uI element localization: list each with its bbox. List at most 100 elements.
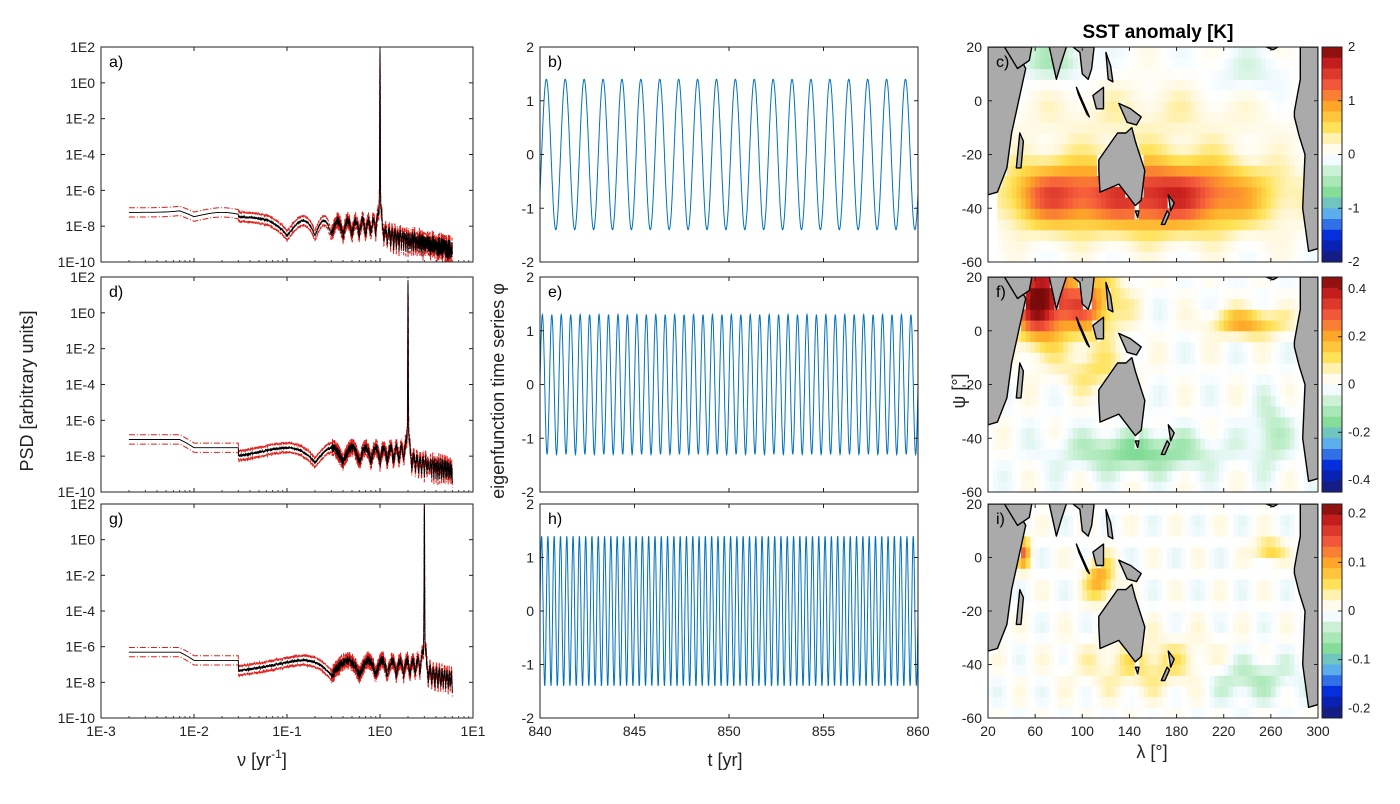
panel-i-field-cell	[1219, 653, 1225, 666]
panel-c-field-cell	[1176, 57, 1182, 70]
panel-f-field-cell	[1181, 277, 1187, 289]
panel-c-field-cell	[1105, 90, 1112, 102]
panel-c-field-cell	[1138, 240, 1145, 252]
panel-c-field-cell	[1266, 122, 1272, 134]
panel-a-y-tick-label: 1E-4	[65, 147, 95, 163]
panel-i-field-cell	[1242, 611, 1248, 623]
panel-f-field-cell	[1171, 352, 1178, 364]
panel-i-field-cell	[1242, 707, 1248, 718]
panel-c-field-cell	[1153, 165, 1159, 177]
panel-i-field-cell	[1049, 664, 1055, 676]
panel-i-field-cell	[1082, 675, 1088, 687]
panel-i-field-cell	[1082, 696, 1088, 708]
panel-f-field-cell	[1091, 352, 1097, 364]
panel-i-field-cell	[1204, 696, 1211, 708]
panel-c-field-cell	[1237, 143, 1244, 156]
panel-f-field-cell	[1049, 309, 1055, 321]
panel-f-field-cell	[1063, 449, 1069, 461]
panel-i-field-cell	[1129, 685, 1135, 698]
panel-f-field-cell	[1237, 427, 1244, 439]
panel-f-field-cell	[1285, 341, 1291, 353]
panel-c-field-cell	[1181, 90, 1187, 102]
panel-c-field-cell	[1044, 176, 1050, 188]
panel-f-field-cell	[1021, 384, 1027, 396]
panel-f-field-cell	[1082, 320, 1088, 332]
panel-f-field-cell	[1275, 352, 1281, 364]
panel-i-field-cell	[1077, 643, 1083, 655]
panel-i-field-cell	[1035, 568, 1041, 580]
panel-i-field-cell	[1270, 557, 1277, 569]
panel-c-field-cell	[1186, 47, 1192, 59]
panel-i-field-cell	[1242, 504, 1248, 516]
panel-i-field-cell	[1021, 643, 1027, 655]
panel-i-field-cell	[1186, 525, 1192, 537]
panel-c-field-cell	[1091, 186, 1097, 199]
panel-f-field-cell	[1285, 298, 1291, 310]
panel-i-field-cell	[1025, 632, 1031, 644]
panel-c-field-cell	[1110, 57, 1116, 70]
panel-i-field-cell	[1228, 621, 1234, 633]
panel-f-field-cell	[1190, 438, 1196, 450]
panel-i-field-cell	[1157, 696, 1163, 708]
panel-f-field-cell	[1049, 427, 1055, 439]
panel-f-field-cell	[1063, 287, 1069, 300]
panel-c-field-cell	[1219, 229, 1225, 242]
panel-c-field-cell	[1110, 111, 1116, 123]
panel-c-field-cell	[1256, 165, 1262, 177]
panel-c-field-cell	[1195, 122, 1201, 134]
panel-f-field-cell	[1209, 395, 1215, 407]
panel-c-field-cell	[1209, 111, 1215, 123]
panel-c-field-cell	[1256, 219, 1262, 231]
panel-c-field-cell	[1101, 57, 1107, 70]
panel-i-field-cell	[1247, 707, 1253, 718]
panel-f-field-cell	[1153, 438, 1159, 450]
panel-i-field-cell	[1171, 557, 1178, 569]
panel-f-field-cell	[1124, 298, 1130, 310]
panel-f-field-cell	[1176, 330, 1182, 343]
panel-i-field-cell	[1058, 653, 1064, 666]
panel-i-field-cell	[1049, 611, 1055, 623]
panel-c-field-cell	[1219, 251, 1225, 262]
panel-i-field-cell	[1280, 675, 1286, 687]
panel-i-field-cell	[1209, 696, 1215, 708]
panel-c-colorbar-segment	[1322, 154, 1342, 166]
panel-i-field-cell	[1270, 600, 1277, 612]
panel-f-field-cell	[1148, 320, 1154, 332]
panel-i-field-cell	[1049, 589, 1055, 601]
panel-c-field-cell	[1228, 100, 1234, 113]
panel-c-colorbar-tick-label: -1	[1348, 200, 1360, 215]
panel-i-field-cell	[1025, 589, 1031, 601]
panel-i-field-cell	[1068, 568, 1074, 580]
panel-f-field-cell	[1068, 481, 1074, 492]
panel-c-field-cell	[1190, 90, 1196, 102]
panel-c-field-cell	[1096, 79, 1102, 91]
panel-c-field-cell	[1270, 90, 1277, 102]
panel-f-field-cell	[1247, 384, 1253, 396]
panel-c-field-cell	[1195, 208, 1201, 220]
panel-c-field-cell	[1219, 111, 1225, 123]
panel-i-field-cell	[1044, 600, 1050, 612]
panel-f-field-cell	[1294, 384, 1300, 396]
panel-i-field-cell	[1289, 600, 1295, 612]
panel-c-field-cell	[1167, 176, 1173, 188]
panel-i-field-cell	[1049, 536, 1055, 548]
panel-f-field-cell	[1247, 363, 1253, 375]
panel-i-field-cell	[1115, 504, 1121, 516]
panel-i-field-cell	[1176, 536, 1182, 548]
panel-c-field-cell	[1021, 165, 1027, 177]
panel-f-field-cell	[1266, 384, 1272, 396]
panel-f-field-cell	[1209, 277, 1215, 289]
panel-f-field-cell	[1058, 309, 1064, 321]
panel-i-field-cell	[1058, 536, 1064, 548]
panel-f-field-cell	[1195, 363, 1201, 375]
panel-c-field-cell	[1039, 47, 1046, 59]
panel-c-field-cell	[1242, 68, 1248, 80]
panel-i-field-cell	[1204, 536, 1211, 548]
panel-c-field-cell	[1280, 229, 1286, 242]
panel-i-field-cell	[1242, 632, 1248, 644]
panel-i-field-cell	[1091, 600, 1097, 612]
panel-f-field-cell	[1030, 384, 1036, 396]
panel-i-field-cell	[1021, 696, 1027, 708]
panel-i-colorbar-segment	[1322, 589, 1342, 601]
panel-c-field-cell	[1077, 57, 1083, 70]
